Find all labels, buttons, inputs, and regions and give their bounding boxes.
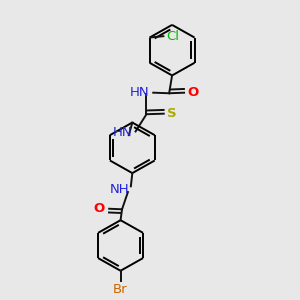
Text: S: S [167, 107, 177, 120]
Text: O: O [94, 202, 105, 215]
Text: NH: NH [110, 183, 129, 196]
Text: O: O [188, 86, 199, 99]
Text: HN: HN [113, 126, 133, 140]
Text: Br: Br [113, 283, 128, 296]
Text: Cl: Cl [166, 30, 179, 43]
Text: HN: HN [130, 86, 149, 99]
